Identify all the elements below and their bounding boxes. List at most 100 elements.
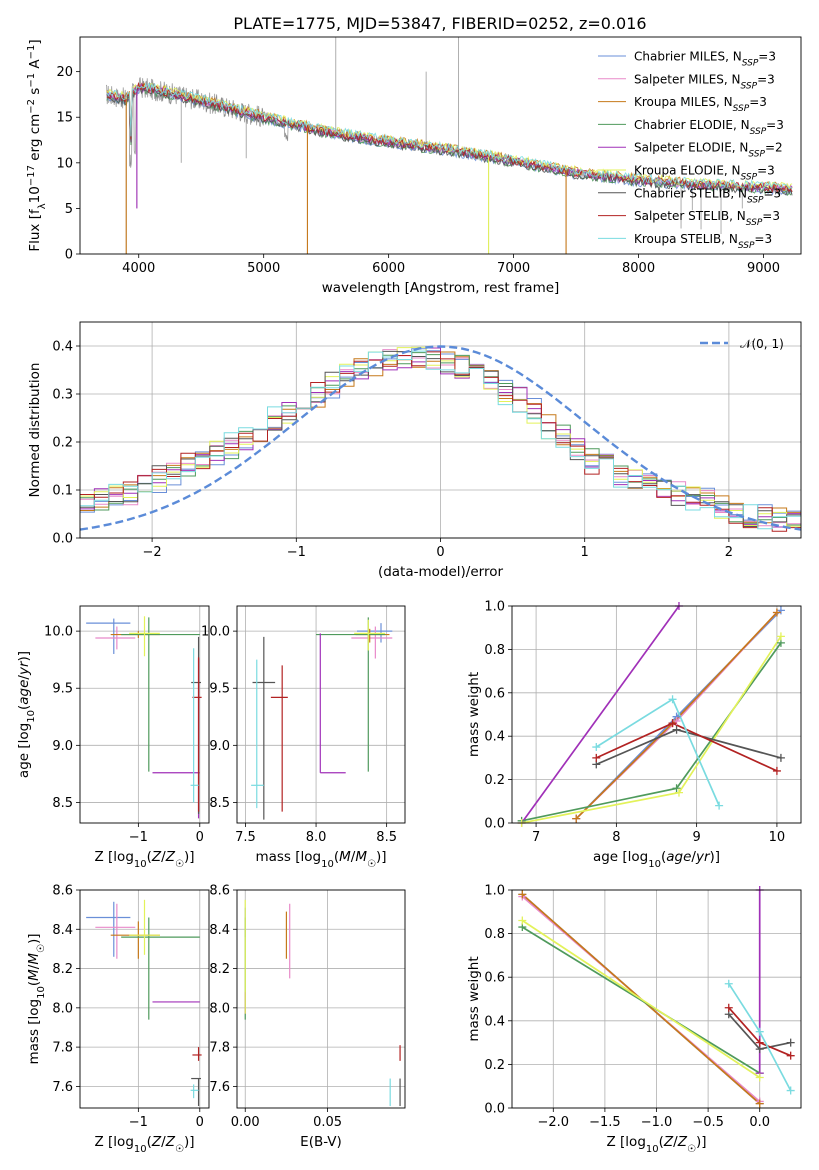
y-tick-label: 1.0 (484, 884, 505, 899)
legend-sub: SSP (733, 104, 750, 114)
weight-marker (776, 753, 785, 762)
legend-tail: =3 (749, 95, 767, 109)
weight-marker (672, 717, 681, 726)
y-tick-label: 0.4 (52, 340, 73, 355)
x-axis-label: wavelength [Angstrom, rest frame] (322, 280, 560, 296)
x-tick-label: 4000 (122, 261, 155, 276)
weight-marker (672, 725, 681, 734)
label-part: ( (147, 1134, 152, 1150)
legend-tail: =3 (754, 232, 772, 246)
label-part: ( (659, 1134, 664, 1150)
x-tick-label: 8.5 (376, 830, 397, 845)
label-part: age [log (593, 849, 648, 865)
legend-tail: =3 (762, 209, 780, 223)
x-tick-label: −0.5 (692, 1115, 724, 1130)
label-part: age [log (16, 723, 32, 778)
label-part: / (16, 675, 32, 680)
label-part: −17 (26, 165, 37, 186)
label-part: erg cm (27, 114, 43, 165)
y-tick-label: 0.8 (484, 643, 505, 658)
legend-label: Salpeter STELIB, N (634, 209, 746, 223)
weight-marker (592, 753, 601, 762)
legend-tail: =3 (757, 164, 775, 178)
y-tick-label: 10.0 (44, 625, 73, 640)
legend-entry: Chabrier STELIB, NSSP=3 (634, 186, 781, 205)
label-part: Z [log (607, 1134, 646, 1150)
label-part: / (673, 1134, 678, 1150)
label-part: M (355, 849, 367, 865)
y-tick-label: 0.0 (52, 532, 73, 547)
weight-line-5 (521, 919, 761, 1079)
legend-label: Kroupa STELIB, N (634, 232, 738, 246)
legend-entry: Salpeter STELIB, NSSP=3 (634, 209, 780, 228)
weight-vs-age-panel-plot-area (520, 606, 782, 823)
axes-border (236, 889, 406, 1109)
label-part: Z (165, 849, 176, 865)
y-tick-label: 7.6 (52, 1080, 73, 1095)
y-tick-label: 8.2 (52, 962, 73, 977)
y-tick-label: 8.4 (209, 923, 230, 938)
normal-reference-curve (80, 345, 801, 531)
y-tick-label: 8.6 (209, 884, 230, 899)
y-tick-label: 1.0 (484, 600, 505, 615)
label-part: ( (334, 849, 339, 865)
x-tick-label: −1.0 (641, 1115, 673, 1130)
weight-line-8 (595, 698, 720, 806)
legend-sub: SSP (750, 127, 767, 137)
mass-vs-ebv-panel-grid (237, 889, 405, 1108)
y-tick-label: 0.0 (484, 1102, 505, 1117)
label-part: M (26, 953, 42, 965)
legend-label: Kroupa ELODIE, N (634, 164, 741, 178)
weight-marker (674, 788, 683, 797)
label-part: Z [log (95, 849, 134, 865)
y-tick-label: 0.6 (484, 971, 505, 986)
legend-label: Chabrier ELODIE, N (634, 118, 750, 132)
hist-plot-area (80, 345, 801, 532)
weight-marker (772, 608, 781, 617)
label-part: ( (661, 849, 666, 865)
legend-tail: =3 (764, 186, 782, 200)
weight-marker (755, 1073, 764, 1082)
label-part: 10 (36, 986, 47, 999)
label-part: ( (147, 849, 152, 865)
label-part: ☉ (367, 859, 376, 870)
label-part: Z (151, 1134, 162, 1150)
weight-marker (755, 1038, 764, 1047)
x-tick-label: 8 (612, 830, 620, 845)
y-tick-label: 0.4 (484, 1014, 505, 1029)
y-axis-label: Normed distribution (27, 363, 43, 498)
x-tick-label: −1 (129, 830, 148, 845)
label-part: / (161, 1134, 166, 1150)
legend-label: Kroupa MILES, N (634, 95, 733, 109)
label-part: Z (677, 1134, 688, 1150)
legend-label: Chabrier STELIB, N (634, 186, 747, 200)
weight-marker (672, 784, 681, 793)
weight-line-3 (521, 926, 761, 1074)
legend-sub: SSP (741, 81, 758, 91)
y-tick-label: 0.2 (52, 436, 73, 451)
spectrum-plot-area (105, 37, 793, 254)
y-tick-label: 8.0 (52, 1001, 73, 1016)
label-part: −1 (26, 45, 37, 60)
y-axis-label: mass weight (466, 956, 482, 1041)
weight-marker (668, 695, 677, 704)
label-part: / (351, 849, 356, 865)
label-part: mass [log (255, 849, 321, 865)
weight-marker (518, 916, 527, 925)
panels: 4000 5000 6000 7000 8000 900005101520waveleng… (16, 36, 802, 1155)
y-tick-label: 0 (65, 248, 73, 263)
y-tick-label: 0.0 (484, 817, 505, 832)
y-tick-label: 8.5 (52, 796, 73, 811)
legend-sub: SSP (741, 173, 758, 183)
y-tick-label: 15 (56, 111, 73, 126)
label-part: age (666, 849, 691, 865)
label-part: ☉ (687, 1144, 696, 1155)
y-tick-label: 8.5 (209, 796, 230, 811)
x-tick-label: 0.0 (749, 1115, 770, 1130)
weight-marker (724, 1003, 733, 1012)
label-part: )] (710, 849, 721, 865)
label-part: Flux [f (27, 208, 43, 252)
legend-entry: Salpeter MILES, NSSP=3 (634, 72, 775, 91)
label-part: −1 (26, 73, 37, 88)
